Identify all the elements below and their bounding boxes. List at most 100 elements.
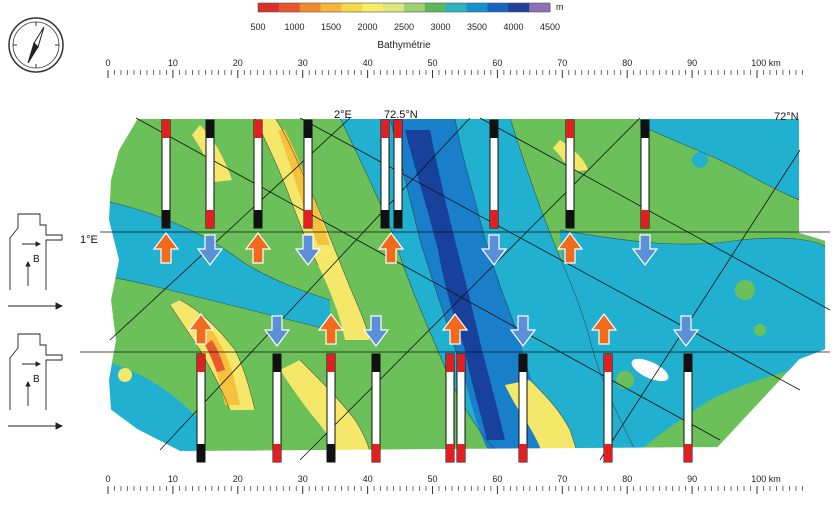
subsidence-arrow-icon [196,234,224,266]
scale-label: 30 [298,58,308,68]
seamount-2 [735,280,755,300]
uplift-arrow-icon [556,232,584,264]
colorbar-swatch [529,3,551,12]
lat-72n-label: 72°N [774,111,799,123]
colorbar-swatch [424,3,447,12]
borehole-profile-bar [371,353,381,463]
scale-label: 10 [168,58,178,68]
subsidence-arrow-icon [509,315,537,347]
scale-label: 60 [492,474,502,484]
ridge-shallow-6 [280,360,372,452]
seamount-4 [118,368,132,382]
colorbar-frame [257,2,551,13]
lon-2e-label: 2°E [334,109,352,121]
scale-label: 90 [687,58,697,68]
colorbar-swatch [258,3,280,12]
borehole-profile-bar [326,353,336,463]
scale-label: 60 [492,58,502,68]
colorbar-tick-label: 2000 [357,22,377,32]
borehole-profile-bar [196,353,206,463]
borehole-profile-bar [272,353,282,463]
subsidence-arrow-icon [362,315,390,347]
seamount-3 [616,371,634,389]
eastern-deep-region-2 [640,118,826,210]
colorbar-tick-label: 4500 [540,22,560,32]
subsidence-arrow-icon [480,234,508,266]
scale-label: 10 [168,474,178,484]
uplift-arrow-icon [187,313,215,345]
borehole-profile-bar [489,119,499,229]
borehole-profile-bar [683,353,693,463]
ridge-shallow-5 [205,340,225,372]
white-gap [631,358,669,382]
scale-label: 90 [687,474,697,484]
colorbar-swatch [299,3,322,12]
lat-72-5n-label: 72.5°N [384,109,418,121]
colorbar-swatch [466,3,488,12]
map-border [106,117,827,454]
colorbar-swatch [383,3,405,12]
borehole-profile-bar [380,119,390,229]
scale-label: 80 [622,474,632,484]
uplift-arrow-icon [441,313,469,345]
colorbar-tick-label: 3500 [467,22,487,32]
colorbar-tick-labels: 500 1000 1500 2000 2500 3000 3500 4000 4500 [250,22,560,32]
scale-label: 0 [105,474,110,484]
uplift-arrow-icon [590,313,618,345]
colorbar-tick-label: 2500 [394,22,414,32]
seamount-1 [692,152,708,168]
colorbar-tick-label: 4000 [503,22,523,32]
subsidence-arrow-icon [672,315,700,347]
scale-label: 0 [105,58,110,68]
scale-top-unit: 100 km [751,58,781,68]
schematic-legend-bottom [9,333,63,410]
colorbar-swatch [445,3,468,12]
colorbar-swatch [278,3,301,12]
subsidence-arrow-icon [631,234,659,266]
scale-bar-top: 0 10 20 30 40 50 60 70 80 90 [105,58,803,78]
subsidence-arrow-icon [263,315,291,347]
colorbar-swatch [341,3,363,12]
uplift-arrow-icon [244,232,272,264]
scale-label: 70 [557,58,567,68]
profiles-bottom [187,313,700,463]
colorbar-tick-label: 500 [250,22,265,32]
colorbar-tick-label: 3000 [430,22,450,32]
schematic-top-b: B [33,254,40,265]
scale-bottom-unit: 100 km [751,474,781,484]
basin-deepest [405,130,505,440]
borehole-profile-bar [205,119,215,229]
scale-label: 50 [427,474,437,484]
scale-label: 40 [363,474,373,484]
colorbar-swatch [508,3,530,12]
scale-label: 40 [363,58,373,68]
schematic-legend-top [9,213,63,290]
borehole-profile-bar [393,119,403,229]
scale-label: 80 [622,58,632,68]
schematic-arrows [8,302,64,430]
colorbar-swatch [362,3,384,12]
borehole-profile-bar [456,353,466,463]
scale-label: 30 [298,474,308,484]
uplift-arrow-icon [152,232,180,264]
borehole-profile-bar [518,353,528,463]
borehole-profile-bar [161,119,171,229]
borehole-profile-bar [640,119,650,229]
borehole-profile-bar [565,119,575,229]
colorbar [257,2,551,13]
borehole-profile-bar [253,119,263,229]
scale-bar-bottom: 0 10 20 30 40 50 60 70 80 90 [105,474,803,494]
scale-label: 50 [427,58,437,68]
subsidence-arrow-icon [294,234,322,266]
uplift-arrow-icon [377,232,405,264]
colorbar-unit: m [556,2,564,12]
colorbar-tick-label: 1500 [321,22,341,32]
borehole-profile-bar [445,353,455,463]
scale-label: 20 [233,58,243,68]
colorbar-swatch [404,3,426,12]
seamount-5 [754,324,766,336]
colorbar-tick-label: 1000 [284,22,304,32]
lon-1e-label: 1°E [80,234,98,246]
